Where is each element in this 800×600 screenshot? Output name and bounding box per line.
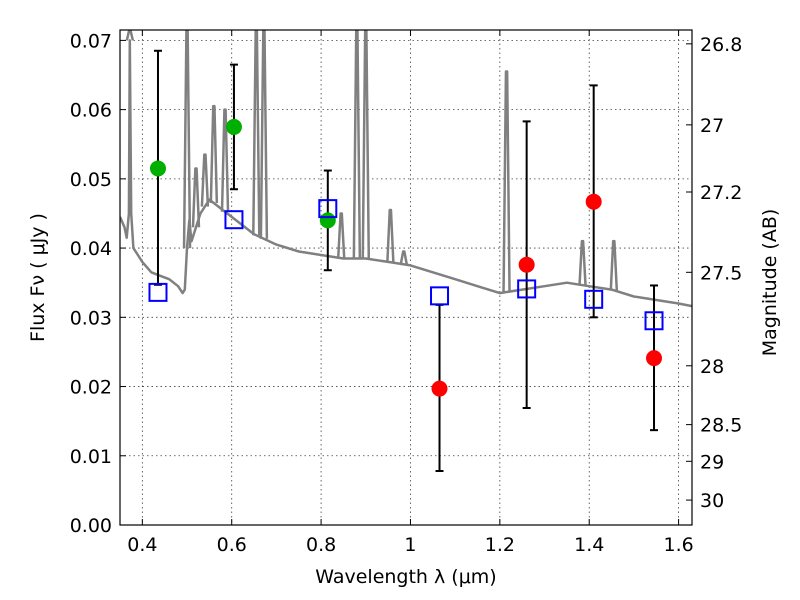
model-flux-square: [430, 286, 450, 306]
model-spectrum-spike: [399, 250, 408, 265]
model-spectrum-spike: [252, 30, 261, 236]
x-tick-label: 1: [404, 534, 416, 556]
x-tick-label: 1.6: [663, 534, 693, 556]
y-tick-label: 0.07: [70, 30, 112, 52]
model-flux-square: [517, 279, 537, 299]
green-data-point: [319, 212, 336, 229]
model-spectrum-spike: [352, 30, 362, 259]
y2-tick-label: 29: [700, 451, 724, 473]
x-tick-label: 1.4: [574, 534, 604, 556]
y2-axis-title: Magnitude (AB): [759, 209, 781, 357]
x-tick-label: 1.2: [485, 534, 515, 556]
plot-frame: [119, 29, 693, 526]
y-tick-label: 0.02: [70, 377, 112, 399]
y-tick-label: 0.00: [70, 515, 112, 537]
x-tick-label: 0.4: [127, 534, 157, 556]
red-data-point: [646, 350, 663, 367]
model-spectrum-spike: [220, 108, 230, 212]
red-data-point: [585, 193, 602, 210]
model-spectrum-spike: [336, 212, 346, 259]
model-flux-square: [584, 289, 604, 309]
model-spectrum-spike: [191, 167, 201, 228]
y2-tick-label: 30: [700, 490, 724, 512]
red-data-point: [518, 256, 535, 273]
model-spectrum-spike: [386, 208, 395, 263]
model-spectrum-spike: [125, 30, 135, 41]
red-data-point: [431, 380, 448, 397]
y-tick-label: 0.01: [70, 446, 112, 468]
y-tick-label: 0.03: [70, 307, 112, 329]
model-spectrum-spike: [200, 153, 210, 207]
model-spectrum-spike: [578, 239, 587, 286]
x-tick-label: 0.8: [306, 534, 336, 556]
model-spectrum-spike: [361, 30, 371, 259]
y2-tick-label: 27.2: [700, 182, 742, 204]
y2-tick-label: 27.5: [700, 262, 742, 284]
plot-area: [120, 30, 692, 472]
y-tick-label: 0.06: [70, 100, 112, 122]
y-tick-label: 0.04: [70, 238, 112, 260]
y2-tick-label: 28.5: [700, 415, 742, 437]
model-spectrum-spike: [209, 104, 219, 204]
model-flux-square: [148, 282, 168, 302]
axis-ticks: 0.4 0.6 0.8 1 1.2 1.4 1.6 0.00 0.01 0.02 0.03 0.04 0…: [70, 30, 742, 556]
y2-tick-label: 27: [700, 115, 724, 137]
model-spectrum-spike: [259, 30, 269, 239]
model-spectrum-spike: [182, 30, 192, 249]
x-axis-title: Wavelength λ (μm): [315, 566, 496, 588]
y-tick-label: 0.05: [70, 169, 112, 191]
y2-tick-label: 28: [700, 356, 724, 378]
y-axis-title: Flux Fν ( μJy ): [27, 213, 49, 342]
y2-tick-label: 26.8: [700, 34, 742, 56]
x-tick-label: 0.6: [217, 534, 247, 556]
green-data-point: [149, 160, 166, 177]
model-spectrum-spike: [502, 70, 511, 293]
green-data-point: [225, 118, 242, 135]
model-flux-square: [644, 311, 664, 331]
model-flux-square: [224, 210, 244, 230]
model-flux-square: [318, 199, 338, 219]
model-spectrum-spike: [609, 239, 619, 291]
